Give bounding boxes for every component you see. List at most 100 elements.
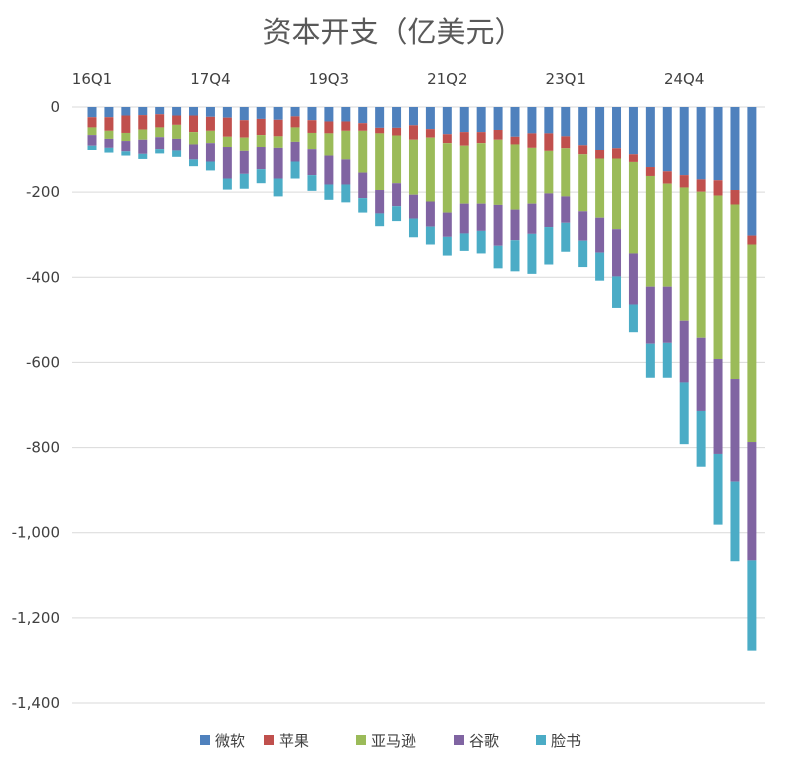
bar-segment xyxy=(358,198,368,213)
bar-segment xyxy=(408,107,418,126)
bar-segment xyxy=(578,107,588,146)
bar-segment xyxy=(595,252,605,281)
bar-segment xyxy=(87,107,97,118)
y-tick-label: -1,000 xyxy=(12,524,60,542)
bar-segment xyxy=(578,240,588,268)
bar-segment xyxy=(358,107,368,124)
bar-segment xyxy=(239,150,249,174)
bar-segment xyxy=(730,481,740,562)
bar-segment xyxy=(205,143,215,162)
bar-segment xyxy=(442,236,452,256)
bar-segment xyxy=(375,190,385,214)
bar-segment xyxy=(408,194,418,219)
bar-segment xyxy=(172,138,182,151)
bar-segment xyxy=(459,145,469,204)
bar-segment xyxy=(222,107,232,118)
bar-segment xyxy=(493,245,503,269)
bar-segment xyxy=(476,132,486,144)
y-tick-label: -800 xyxy=(26,439,60,457)
legend: 微软 苹果 亚马逊 谷歌 脸书 xyxy=(200,732,581,750)
x-tick-label: 16Q1 xyxy=(72,70,112,88)
bar-segment xyxy=(307,149,317,176)
bar-segment xyxy=(713,453,723,525)
bar-segment xyxy=(138,129,148,140)
bar-segment xyxy=(290,141,300,162)
bar-segment xyxy=(459,132,469,146)
bar-segment xyxy=(713,107,723,181)
bar-segment xyxy=(459,107,469,133)
bar-segment xyxy=(561,107,571,137)
bar-segment xyxy=(222,178,232,190)
bar-segment xyxy=(578,211,588,241)
bar-segment xyxy=(358,130,368,173)
bar-segment xyxy=(730,107,740,191)
legend-label: 谷歌 xyxy=(469,732,499,750)
bar-segment xyxy=(104,107,114,118)
bar-segment xyxy=(425,129,435,138)
bar-segment xyxy=(425,201,435,227)
bar-segment xyxy=(442,143,452,213)
bar-segment xyxy=(510,144,520,210)
bar-segment xyxy=(527,233,537,274)
bar-segment xyxy=(561,222,571,252)
bar-segment xyxy=(205,130,215,144)
bar-segment xyxy=(510,107,520,137)
bar-segment xyxy=(290,116,300,128)
bar-segment xyxy=(189,107,199,116)
bar-segment xyxy=(324,121,334,134)
bar-segment xyxy=(561,196,571,223)
bar-segment xyxy=(256,107,266,119)
bar-segment xyxy=(747,235,757,245)
bar-segment xyxy=(121,151,131,156)
bar-segment xyxy=(747,442,757,561)
bar-segment xyxy=(662,171,672,184)
bar-segment xyxy=(324,107,334,122)
legend-swatch xyxy=(536,735,546,745)
legend-label: 苹果 xyxy=(279,732,309,750)
bar-segment xyxy=(696,337,706,411)
bar-segment xyxy=(408,125,418,140)
bar-segment xyxy=(747,244,757,443)
bar-segment xyxy=(222,147,232,179)
gridlines xyxy=(72,106,765,704)
bar-segment xyxy=(612,107,622,149)
bar-segment xyxy=(87,117,97,128)
bar-segment xyxy=(392,127,402,136)
bar-segment xyxy=(679,320,689,383)
bar-segment xyxy=(645,343,655,378)
bar-segment xyxy=(442,212,452,237)
x-tick-label: 23Q1 xyxy=(546,70,586,88)
bar-segment xyxy=(341,130,351,160)
bar-segment xyxy=(121,115,131,133)
bar-segment xyxy=(87,135,97,146)
bar-segment xyxy=(544,107,554,134)
y-tick-label: 0 xyxy=(50,98,60,116)
bar-segment xyxy=(442,134,452,144)
bar-segment xyxy=(239,173,249,189)
bar-segment xyxy=(189,132,199,145)
bar-segment xyxy=(392,135,402,184)
bar-segment xyxy=(121,141,131,152)
bar-segment xyxy=(172,115,182,125)
bar-segment xyxy=(408,139,418,195)
bar-segment xyxy=(87,127,97,136)
bar-segment xyxy=(561,148,571,197)
bar-segment xyxy=(679,175,689,188)
bar-segment xyxy=(662,107,672,172)
bar-segment xyxy=(476,143,486,204)
bar-segment xyxy=(155,137,165,150)
x-tick-label: 21Q2 xyxy=(427,70,467,88)
bar-segment xyxy=(696,107,706,180)
bar-segment xyxy=(273,107,283,120)
legend-swatch xyxy=(200,735,210,745)
bar-segment xyxy=(510,240,520,272)
bar-segment xyxy=(222,117,232,137)
bar-segment xyxy=(392,206,402,222)
bar-segment xyxy=(544,227,554,265)
bar-segment xyxy=(645,286,655,344)
bar-segment xyxy=(172,107,182,116)
bar-segment xyxy=(189,115,199,133)
bar-segment xyxy=(358,172,368,199)
bar-segment xyxy=(155,127,165,138)
